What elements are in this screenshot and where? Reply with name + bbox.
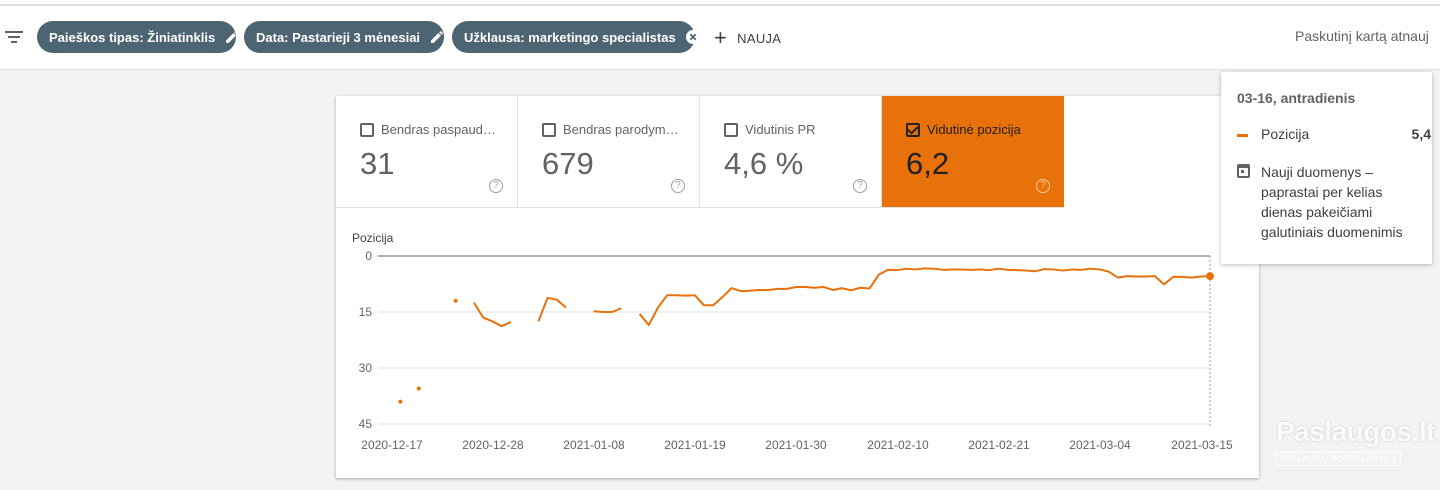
metric-label: Vidutinis PR [745,122,816,137]
help-icon[interactable]: ? [1036,179,1050,193]
help-icon[interactable]: ? [489,179,503,193]
watermark-brand: Paslaugos.lt [1276,416,1435,447]
x-tick-label: 2021-01-19 [664,438,726,452]
data-point [416,386,421,391]
add-filter-button[interactable]: + NAUJA [714,26,781,50]
chip-label: Užklausa: marketingo specialistas [464,29,676,45]
x-tick-label: 2021-03-15 [1171,438,1233,452]
watermark-subtitle: PASLAUGŲ PORTALAS Nr.1 [1276,452,1402,466]
metric-label: Vidutinė pozicija [927,122,1021,137]
x-tick-label: 2020-12-28 [462,438,524,452]
metric-header: Bendras parodym… [542,122,679,137]
y-tick-label: 45 [359,417,373,431]
filter-icon[interactable] [2,31,23,45]
series-line [638,267,1211,327]
metric-value: 679 [542,146,594,181]
y-tick-label: 0 [365,249,372,263]
x-tick-label: 2021-02-10 [867,438,929,452]
metric-checkbox[interactable] [724,122,738,137]
watermark-logo: Paslaugos.lt PASLAUGŲ PORTALAS Nr.1 [1276,416,1435,468]
chip-label: Data: Pastarieji 3 mėnesiai [256,29,421,45]
x-tick-label: 2021-01-30 [765,438,827,452]
add-filter-label: NAUJA [737,30,782,46]
metric-header: Vidutinis PR [724,122,816,137]
tooltip-series-name: Pozicija [1261,126,1310,142]
chip-label: Paieškos tipas: Žiniatinklis [49,29,216,45]
filter-bar: Paieškos tipas: Žiniatinklis Data: Pasta… [0,6,1440,70]
y-axis-label: Pozicija [352,231,394,245]
chart-tooltip: 03-16, antradienis Pozicija 5,4 Nauji du… [1221,72,1432,264]
filter-chip-search-type[interactable]: Paieškos tipas: Žiniatinklis [37,21,239,53]
y-tick-label: 30 [359,361,373,375]
pencil-icon[interactable] [430,30,444,44]
metric-tile-ctr[interactable]: Vidutinis PR 4,6 % ? [700,96,882,208]
position-chart[interactable]: Pozicija 0 15 30 45 2020-12-17 2020-12-28 2021-… [336,208,1259,478]
top-divider [0,0,1440,6]
metric-checkbox[interactable] [542,122,556,137]
tooltip-date: 03-16, antradienis [1237,90,1356,106]
series-swatch [1237,134,1248,137]
tooltip-series-value: 5,4 [1411,126,1431,142]
x-tick-label: 2021-02-21 [968,438,1030,452]
metric-value: 31 [360,146,395,181]
x-tick-label: 2021-01-08 [563,438,625,452]
data-point [453,298,458,303]
metric-header: Bendras paspaud… [360,122,496,137]
help-icon[interactable]: ? [853,179,867,193]
metric-tile-impressions[interactable]: Bendras parodym… 679 ? [518,96,700,208]
filter-chip-query[interactable]: Užklausa: marketingo specialistas [452,21,700,53]
highlighted-point [1206,272,1214,281]
series-line [537,296,567,322]
metric-header: Vidutinė pozicija [906,122,1021,137]
calendar-icon [1237,164,1250,178]
data-point [398,399,403,404]
metric-value: 4,6 % [724,146,804,181]
metric-label: Bendras parodym… [563,122,679,137]
close-circle-icon[interactable] [685,30,700,44]
help-icon[interactable]: ? [671,179,685,193]
metric-tile-position[interactable]: Vidutinė pozicija 6,2 ? [882,96,1064,208]
metric-label: Bendras paspaud… [381,122,496,137]
series-line [593,307,622,313]
pencil-icon[interactable] [225,30,239,44]
metric-checkbox[interactable] [906,122,920,137]
x-tick-label: 2020-12-17 [361,438,423,452]
plus-icon: + [714,25,728,50]
tooltip-note-text: Nauji duomenys – paprastai per kelias di… [1261,164,1403,240]
metric-tile-clicks[interactable]: Bendras paspaud… 31 ? [336,96,518,208]
metric-value: 6,2 [906,146,950,181]
y-tick-label: 15 [359,305,373,319]
metric-checkbox[interactable] [360,122,374,137]
filter-chip-date[interactable]: Data: Pastarieji 3 mėnesiai [244,21,444,53]
performance-card: Bendras paspaud… 31 ? Bendras parodym… 6… [336,96,1259,478]
series-line [473,302,512,328]
x-tick-label: 2021-03-04 [1069,438,1131,452]
last-updated-text: Paskutinį kartą atnauj [1295,28,1429,44]
